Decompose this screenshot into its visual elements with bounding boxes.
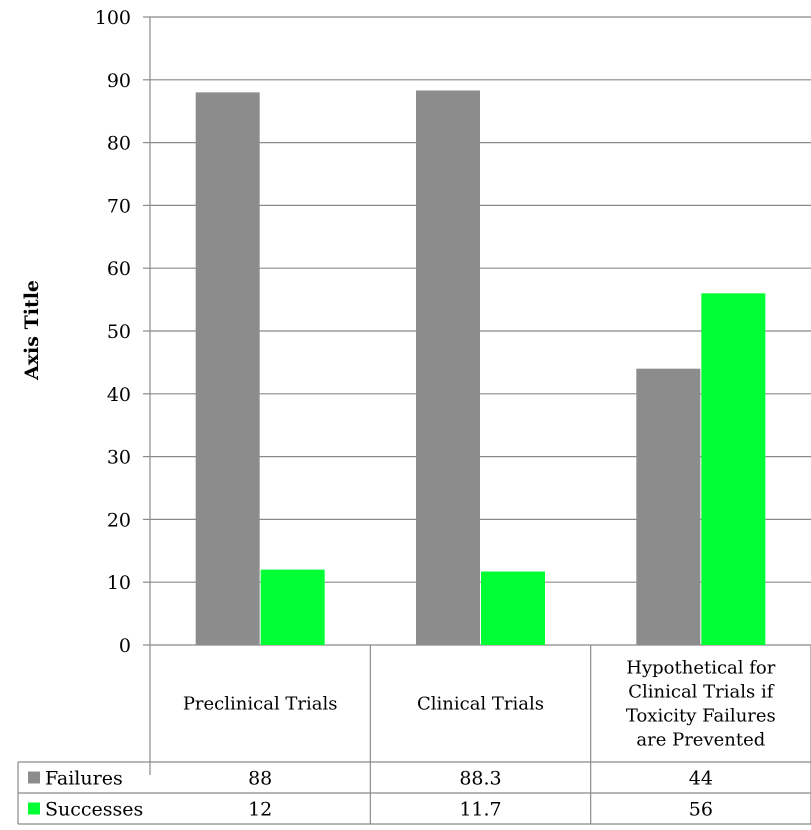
- bar-failures-0: [195, 92, 260, 646]
- legend-swatch-successes: [28, 802, 40, 815]
- data-label: 88.3: [459, 768, 501, 790]
- y-tick-label: 0: [119, 635, 131, 657]
- y-tick-label: 30: [107, 447, 131, 469]
- data-label: 12: [248, 799, 272, 821]
- y-tick-label: 60: [107, 258, 131, 280]
- y-axis-title: Axis Title: [21, 280, 43, 381]
- data-table: Preclinical Trials Clinical Trials Hypothe…: [17, 645, 811, 825]
- legend-swatch-failures: [28, 771, 40, 784]
- category-label: Clinical Trials: [417, 694, 544, 715]
- data-label: 88: [248, 768, 272, 790]
- bar-failures-1: [416, 90, 480, 645]
- category-label: Preclinical Trials: [183, 694, 338, 715]
- bar-failures-2: [636, 368, 701, 645]
- category-label: Hypothetical for Clinical Trials if Toxici…: [626, 658, 776, 751]
- y-tick-label: 40: [107, 384, 131, 406]
- data-label: 56: [689, 799, 713, 821]
- bar-successes-0: [260, 569, 325, 645]
- series-name: Failures: [45, 768, 123, 790]
- data-label: 44: [689, 768, 713, 790]
- y-axis-ticks: 0 10 20 30 40 50 60 70 80 90 100: [95, 7, 150, 657]
- y-tick-label: 80: [107, 133, 131, 155]
- data-label: 11.7: [459, 799, 501, 821]
- bar-successes-2: [701, 293, 766, 645]
- y-tick-label: 50: [107, 321, 131, 343]
- gridlines: [149, 16, 811, 775]
- y-tick-label: 90: [107, 70, 131, 92]
- y-tick-label: 70: [107, 195, 131, 217]
- bar-successes-1: [481, 571, 545, 645]
- series-name: Successes: [45, 799, 143, 821]
- y-tick-label: 20: [107, 509, 131, 531]
- y-tick-label: 100: [95, 7, 131, 29]
- bars: [195, 90, 766, 646]
- y-tick-label: 10: [107, 572, 131, 594]
